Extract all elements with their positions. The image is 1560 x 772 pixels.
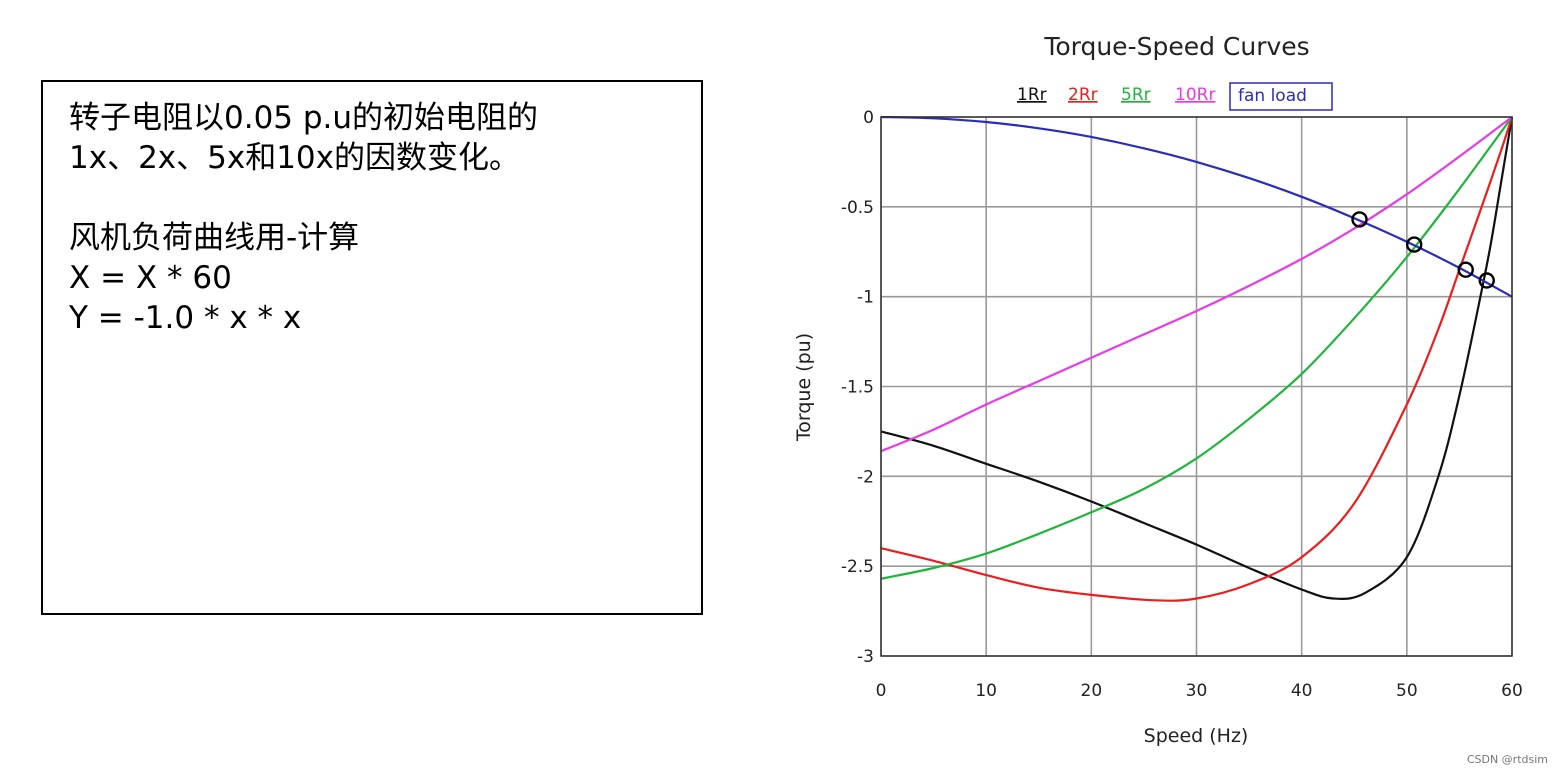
x-tick-label: 10 (975, 681, 997, 701)
legend-highlight-box (1229, 82, 1333, 111)
x-tick-label: 50 (1396, 681, 1418, 701)
note-line: 风机负荷曲线用-计算 (69, 220, 360, 256)
note-line: 1x、2x、5x和10x的因数变化。 (69, 140, 520, 176)
plot-frame (880, 116, 1513, 657)
note-line: 转子电阻以0.05 p.u的初始电阻的 (69, 100, 539, 136)
x-tick-label: 30 (1186, 681, 1208, 701)
series-line-10rr (880, 116, 1513, 453)
legend-item-2rr: 2Rr (1068, 85, 1098, 105)
note-line: X = X * 60 (69, 260, 232, 296)
y-tick-label: -2 (857, 467, 874, 487)
y-axis-label: Torque (pu) (793, 333, 815, 442)
legend-item-fan-load: fan load (1238, 86, 1307, 106)
x-axis-label: Speed (Hz) (1144, 725, 1249, 747)
series-line-1rr (880, 116, 1514, 600)
y-tick-label: -1.5 (841, 378, 874, 398)
chart-markers (1351, 211, 1495, 289)
x-axis-ticks: 0 10 20 30 40 50 60 (876, 681, 1523, 701)
y-tick-label: -2.5 (841, 557, 874, 577)
x-tick-label: 20 (1081, 681, 1103, 701)
legend-item-10rr: 10Rr (1175, 85, 1215, 105)
note-line: Y = -1.0 * x * x (69, 300, 302, 336)
description-box: 转子电阻以0.05 p.u的初始电阻的 1x、2x、5x和10x的因数变化。 风… (41, 80, 703, 615)
series-line-2rr (880, 116, 1514, 602)
y-tick-label: -1 (857, 288, 874, 308)
watermark: CSDN @rtdsim (1466, 753, 1548, 766)
intersection-marker (1457, 261, 1474, 278)
y-tick-label: 0 (863, 108, 874, 128)
x-tick-label: 0 (876, 681, 887, 701)
x-tick-label: 60 (1501, 681, 1523, 701)
chart-grid (880, 116, 1513, 657)
intersection-marker (1405, 236, 1423, 253)
intersection-marker (1478, 272, 1495, 289)
y-tick-label: -0.5 (841, 198, 874, 218)
intersection-marker (1351, 211, 1368, 228)
legend-item-5rr: 5Rr (1121, 85, 1151, 105)
y-tick-label: -3 (857, 647, 874, 667)
legend-item-1rr: 1Rr (1017, 85, 1047, 105)
x-tick-label: 40 (1291, 681, 1313, 701)
chart-legend: 1Rr 2Rr 5Rr 10Rr fan load (1017, 82, 1333, 111)
chart-title: Torque-Speed Curves (1043, 32, 1309, 61)
y-axis-ticks: 0 -0.5 -1 -1.5 -2 -2.5 -3 (841, 108, 874, 667)
